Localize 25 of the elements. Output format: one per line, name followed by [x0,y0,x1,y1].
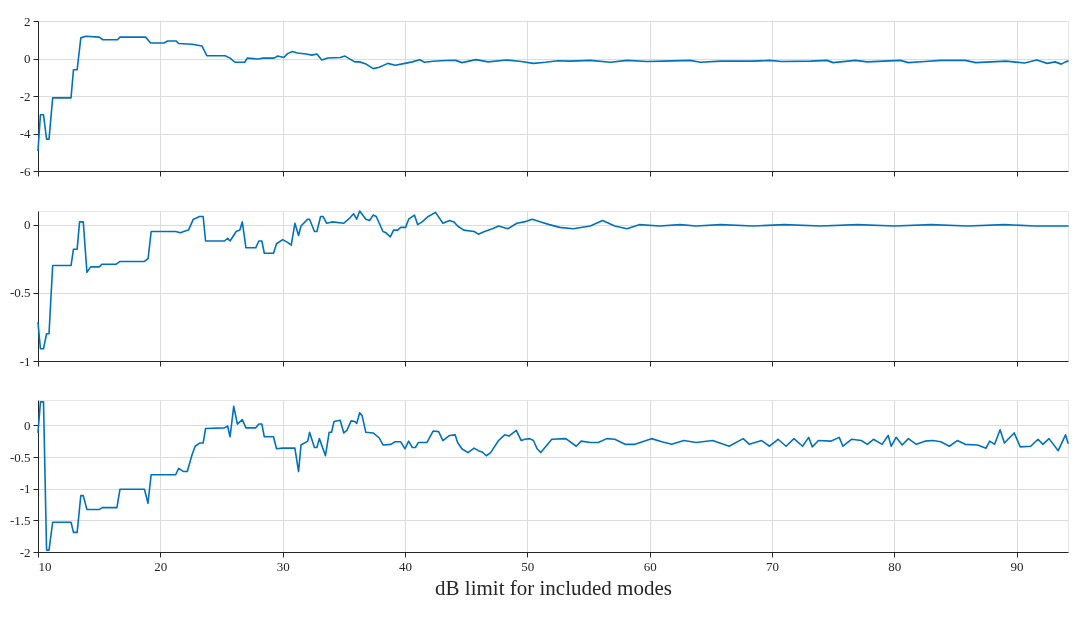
x-tick-label: 10 [38,558,52,574]
x-tick-label: 30 [276,558,290,574]
y-tick-label: -1 [19,481,31,497]
x-tick-label: 40 [398,558,412,574]
x-tick-label: 50 [521,558,535,574]
y-tick-label: -0.5 [9,449,31,465]
y-tick-label: -4 [19,126,31,141]
line-series [37,210,1069,350]
x-tick-label: 90 [1010,558,1024,574]
line-series [37,35,1069,152]
y-tick-label: -2 [19,544,31,560]
y-tick-label: -1.5 [9,512,31,528]
y-tick-label: 0 [24,51,31,66]
y-tick-label: -0.5 [9,285,31,301]
x-tick-label: 70 [765,558,779,574]
x-tick-label: 20 [154,558,168,574]
x-tick-label: 80 [888,558,902,574]
y-tick-label: 0 [24,217,31,233]
y-tick-label: -2 [19,88,31,104]
y-tick-label: 0 [24,417,31,433]
y-tick-label: 2 [24,13,31,29]
y-tick-label: -6 [19,163,31,179]
x-axis-title: dB limit for included modes [435,575,672,600]
y-tick-label: -1 [19,353,31,369]
x-tick-label: 60 [643,558,657,574]
